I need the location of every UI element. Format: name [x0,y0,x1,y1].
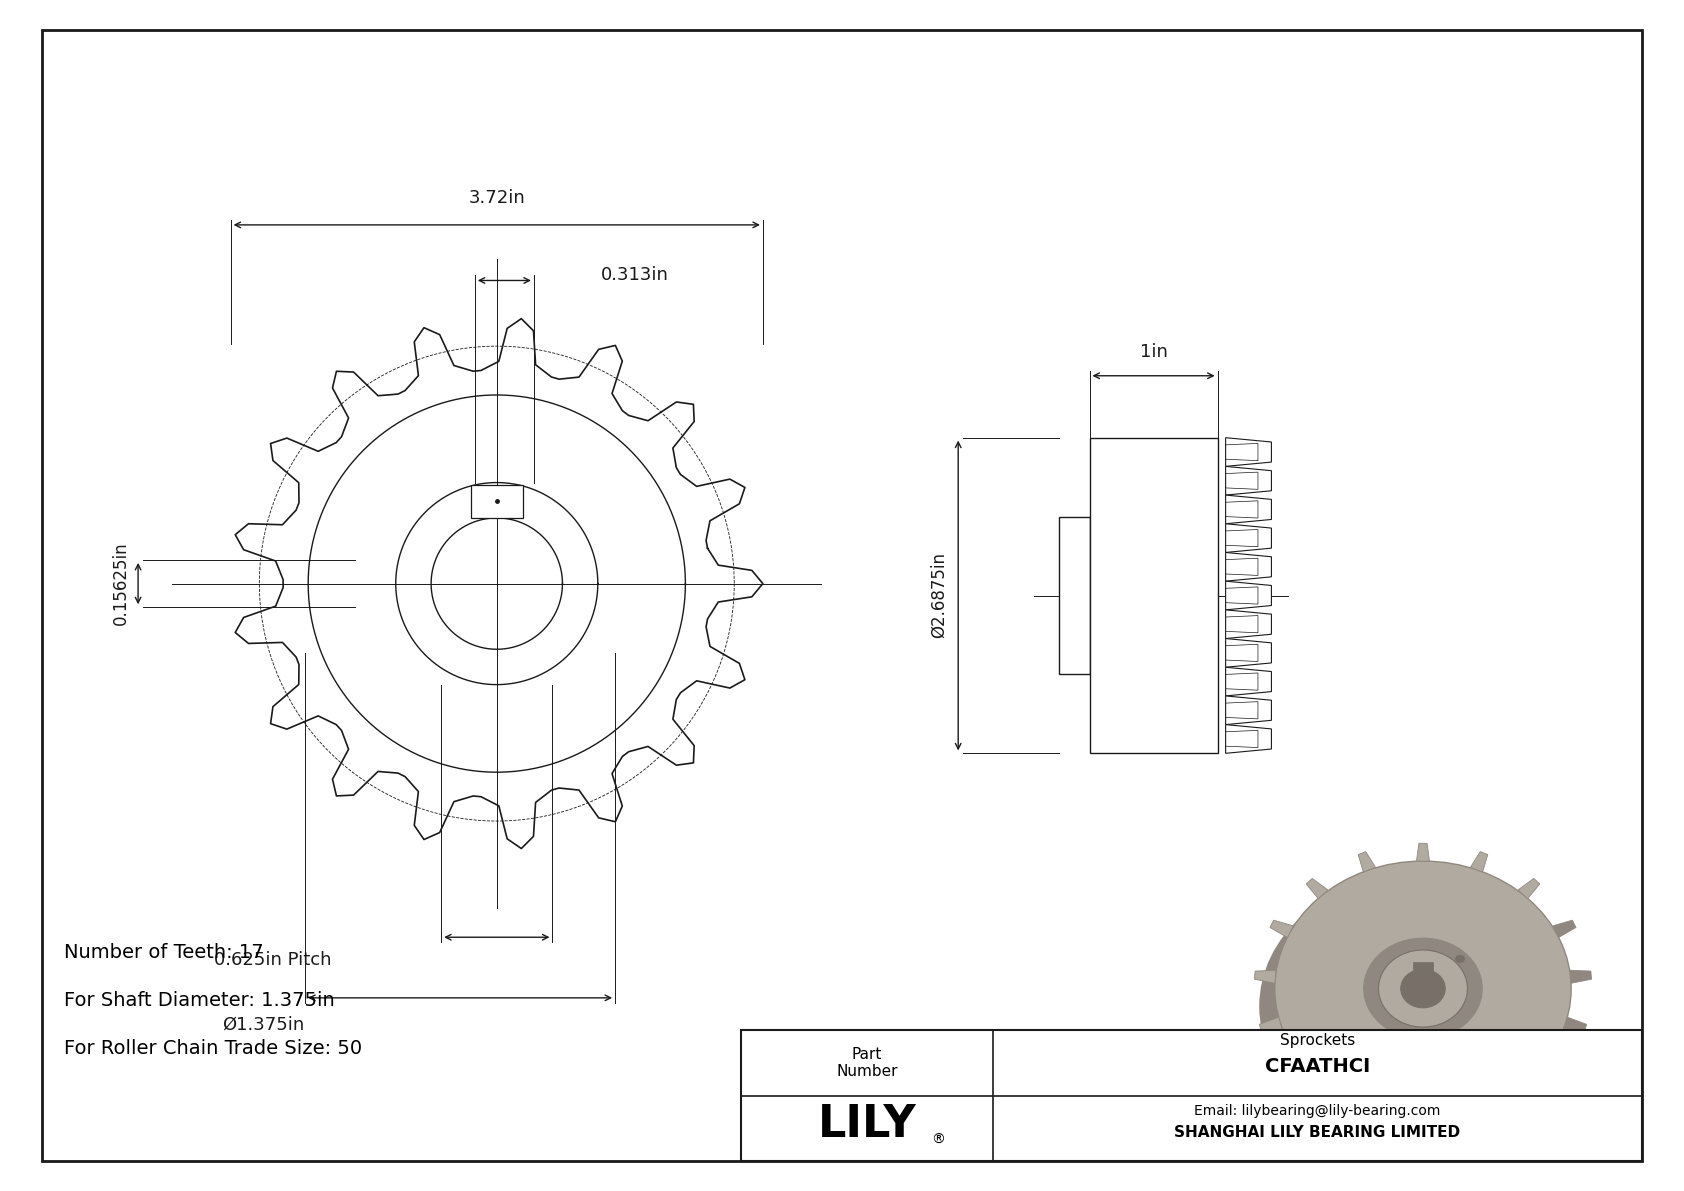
Polygon shape [1270,921,1293,937]
Polygon shape [1359,852,1376,872]
Text: Sprockets: Sprockets [1280,1034,1356,1048]
Text: 0.313in: 0.313in [601,267,669,285]
Text: For Shaft Diameter: 1.375in: For Shaft Diameter: 1.375in [64,991,335,1010]
Polygon shape [1226,581,1271,610]
Polygon shape [1226,667,1271,696]
Polygon shape [1443,1112,1458,1131]
Text: 3.72in: 3.72in [468,189,525,207]
Text: Email: lilybearing@lily-bearing.com: Email: lilybearing@lily-bearing.com [1194,1104,1442,1118]
Polygon shape [1226,553,1271,581]
Polygon shape [1416,843,1430,861]
Polygon shape [1226,438,1271,467]
Polygon shape [1517,879,1539,899]
Polygon shape [1307,879,1329,899]
Text: Ø2.6875in: Ø2.6875in [930,553,948,638]
Text: ®: ® [931,1134,945,1147]
Text: 0.15625in: 0.15625in [113,542,130,625]
Text: CFAATHCI: CFAATHCI [1265,1058,1371,1077]
Polygon shape [1470,852,1487,872]
Bar [1090,438,1218,754]
Polygon shape [1226,724,1271,754]
Ellipse shape [1357,962,1465,1050]
Ellipse shape [1260,877,1563,1136]
Polygon shape [1226,696,1271,724]
Text: For Roller Chain Trade Size: 50: For Roller Chain Trade Size: 50 [64,1039,362,1058]
Text: Part
Number: Part Number [837,1047,898,1079]
Text: Ø1.375in: Ø1.375in [222,1016,305,1034]
Ellipse shape [1379,950,1467,1027]
Ellipse shape [1401,969,1445,1008]
Polygon shape [1226,495,1271,524]
Polygon shape [1226,610,1271,638]
Text: SHANGHAI LILY BEARING LIMITED: SHANGHAI LILY BEARING LIMITED [1174,1125,1460,1140]
Bar [1059,517,1090,674]
Polygon shape [1564,1017,1586,1033]
Polygon shape [1260,1017,1282,1033]
Text: LILY: LILY [818,1103,916,1146]
Polygon shape [1330,1093,1351,1114]
Polygon shape [1537,1060,1561,1079]
Polygon shape [1388,1112,1403,1131]
Polygon shape [1553,921,1576,937]
Text: 1in: 1in [1140,343,1167,361]
Ellipse shape [1364,939,1482,1039]
Polygon shape [1226,524,1271,553]
Text: 0.625in Pitch: 0.625in Pitch [214,952,332,969]
Polygon shape [1226,467,1271,495]
Bar [470,485,524,518]
Polygon shape [1285,1060,1308,1079]
Bar [1413,962,1433,989]
Ellipse shape [1275,861,1571,1116]
Polygon shape [1495,1093,1516,1114]
Polygon shape [1569,971,1591,984]
Polygon shape [1226,638,1271,667]
Bar [741,1030,1642,1161]
Ellipse shape [1455,955,1465,962]
Text: Number of Teeth: 17: Number of Teeth: 17 [64,943,264,962]
Polygon shape [1255,971,1276,984]
